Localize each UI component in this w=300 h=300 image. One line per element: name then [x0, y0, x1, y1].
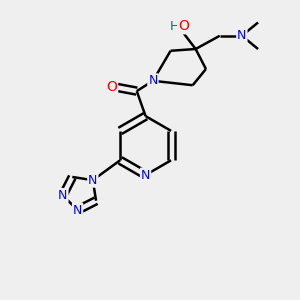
- Text: O: O: [178, 19, 189, 33]
- Text: H: H: [169, 20, 179, 33]
- Text: N: N: [237, 29, 247, 42]
- Text: N: N: [88, 174, 98, 187]
- Text: N: N: [141, 169, 150, 182]
- Text: N: N: [148, 74, 158, 87]
- Text: N: N: [58, 189, 68, 202]
- Text: O: O: [106, 80, 117, 94]
- Text: N: N: [73, 204, 82, 217]
